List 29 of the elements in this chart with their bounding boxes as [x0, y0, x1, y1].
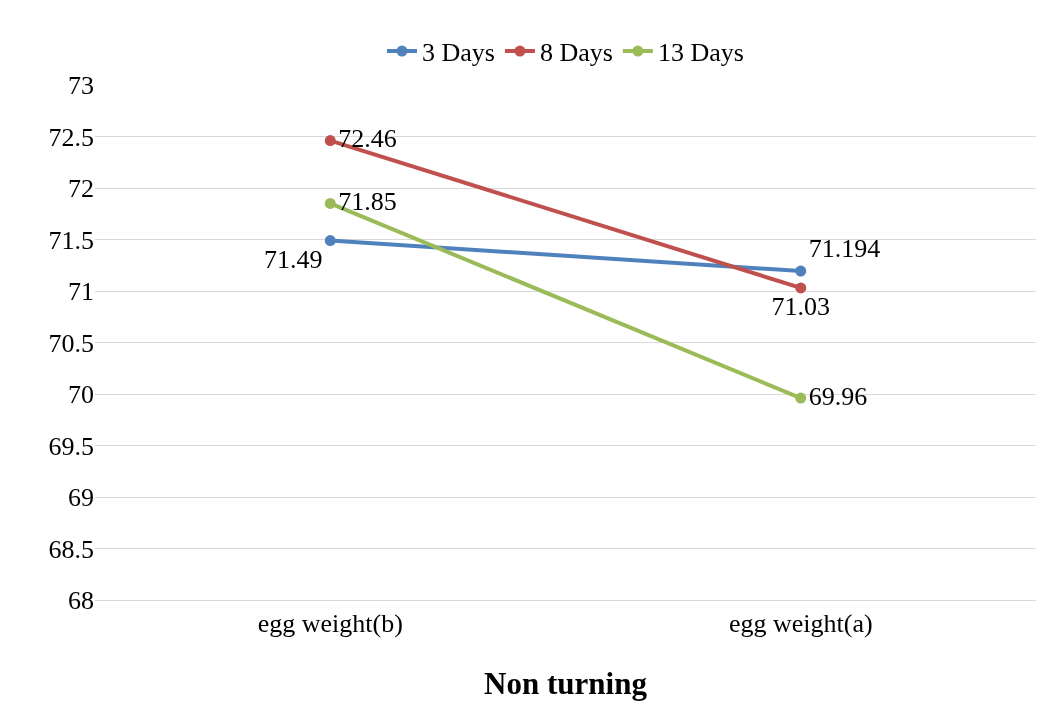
point — [324, 197, 336, 209]
data-label: 71.49 — [263, 244, 323, 274]
y-tick-label: 68.5 — [48, 534, 94, 564]
legend-label: 13 Days — [657, 38, 744, 68]
y-tick-label: 72 — [68, 174, 94, 204]
point — [324, 235, 336, 247]
data-label: 71.85 — [338, 186, 397, 216]
x-axis-title: Non turning — [484, 666, 648, 702]
point — [795, 282, 807, 294]
data-label: 72.46 — [338, 124, 397, 154]
x-tick-label: egg weight(a) — [728, 609, 873, 639]
point — [324, 135, 336, 147]
data-label: 69.96 — [808, 381, 868, 411]
y-tick-label: 73 — [68, 71, 94, 101]
legend-label: 3 Days — [422, 38, 495, 68]
x-tick-label: egg weight(b) — [257, 609, 403, 639]
y-tick-label: 70 — [68, 380, 94, 410]
legend-label: 8 Days — [539, 38, 613, 68]
y-tick-label: 70.5 — [48, 328, 94, 358]
point — [795, 392, 807, 404]
y-tick-label: 69 — [68, 483, 94, 513]
y-tick-label: 68 — [68, 586, 94, 616]
y-tick-label: 71.5 — [48, 225, 94, 255]
data-label: 71.03 — [771, 292, 830, 322]
data-label: 71.194 — [808, 233, 881, 263]
y-tick-label: 71 — [68, 277, 94, 307]
y-tick-label: 69.5 — [48, 431, 94, 461]
y-tick-label: 72.5 — [48, 122, 94, 152]
point — [795, 265, 807, 277]
